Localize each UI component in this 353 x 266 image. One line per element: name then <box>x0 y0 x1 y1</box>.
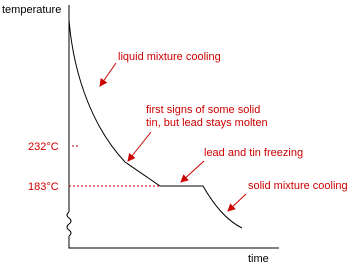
arrow <box>227 193 247 212</box>
axis-break <box>66 211 72 237</box>
cooling-curve <box>68 19 243 229</box>
arrow <box>99 62 117 87</box>
y-axis-label: temperature <box>2 4 61 16</box>
axes <box>68 5 279 249</box>
annotation: solid mixture cooling <box>248 180 348 192</box>
arrow <box>180 160 205 183</box>
annotation: first signs of some solid <box>146 104 260 116</box>
annotation: tin, but lead stays molten <box>146 117 268 129</box>
temperature-label: 232°C <box>28 141 59 153</box>
arrow <box>127 131 152 162</box>
x-axis-label: time <box>248 253 269 265</box>
temperature-label: 183°C <box>28 181 59 193</box>
annotation: lead and tin freezing <box>204 147 303 159</box>
annotation: liquid mixture cooling <box>118 51 221 63</box>
